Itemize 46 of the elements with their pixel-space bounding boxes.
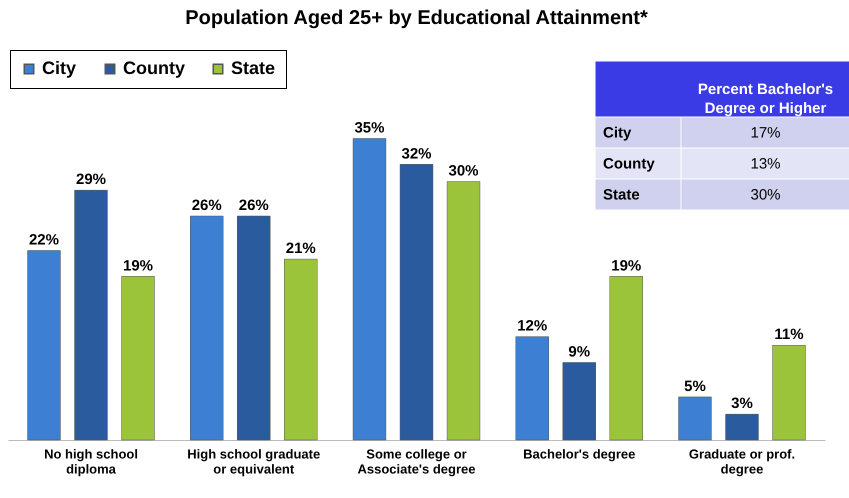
category-label: City bbox=[603, 124, 632, 142]
data-label: 19% bbox=[123, 257, 154, 274]
bar bbox=[772, 344, 806, 440]
bar bbox=[446, 181, 480, 440]
annotation: 17% bbox=[750, 124, 781, 142]
bar bbox=[190, 216, 224, 440]
x-tick-label: High school graduate or equivalent bbox=[187, 446, 320, 476]
bar bbox=[725, 414, 759, 440]
data-label: 9% bbox=[568, 343, 590, 360]
data-label: 22% bbox=[28, 231, 59, 248]
legend-label: County bbox=[123, 58, 185, 78]
bar bbox=[678, 396, 712, 440]
bar bbox=[516, 336, 549, 440]
data-label: 19% bbox=[611, 257, 642, 274]
data-label: 5% bbox=[684, 378, 706, 395]
bar bbox=[352, 138, 386, 440]
data-label: 21% bbox=[286, 240, 316, 258]
data-label: 3% bbox=[731, 395, 753, 412]
annotation: 30% bbox=[750, 186, 781, 204]
data-label: 35% bbox=[354, 119, 384, 136]
data-label: 11% bbox=[774, 326, 804, 344]
annotation: 13% bbox=[750, 156, 781, 172]
x-tick-label: Some college or Associate's degree bbox=[358, 446, 476, 476]
bar bbox=[27, 250, 61, 440]
bar bbox=[400, 164, 434, 440]
bar bbox=[610, 276, 643, 440]
text: Percent Bachelor's Degree or Higher bbox=[698, 81, 834, 117]
bar bbox=[237, 216, 270, 440]
category-label: State bbox=[603, 186, 640, 204]
x-tick-label: Bachelor's degree bbox=[523, 446, 636, 462]
data-label: 29% bbox=[76, 171, 106, 188]
bar bbox=[562, 362, 596, 440]
data-label: 26% bbox=[192, 197, 222, 214]
bar bbox=[74, 190, 108, 440]
bar bbox=[284, 258, 318, 440]
category-label: County bbox=[603, 156, 656, 172]
x-tick-label: No high school diploma bbox=[44, 446, 138, 476]
chart-title: Population Aged 25+ by Educational Attainment* bbox=[185, 7, 648, 29]
legend-label: City bbox=[42, 58, 76, 78]
bar bbox=[121, 276, 155, 440]
data-label: 30% bbox=[448, 162, 479, 180]
data-label: 32% bbox=[401, 145, 432, 162]
legend-label: State bbox=[231, 58, 276, 78]
x-tick-label: Graduate or prof. degree bbox=[688, 446, 796, 476]
data-label: 12% bbox=[517, 318, 548, 335]
data-label: 26% bbox=[238, 197, 269, 214]
